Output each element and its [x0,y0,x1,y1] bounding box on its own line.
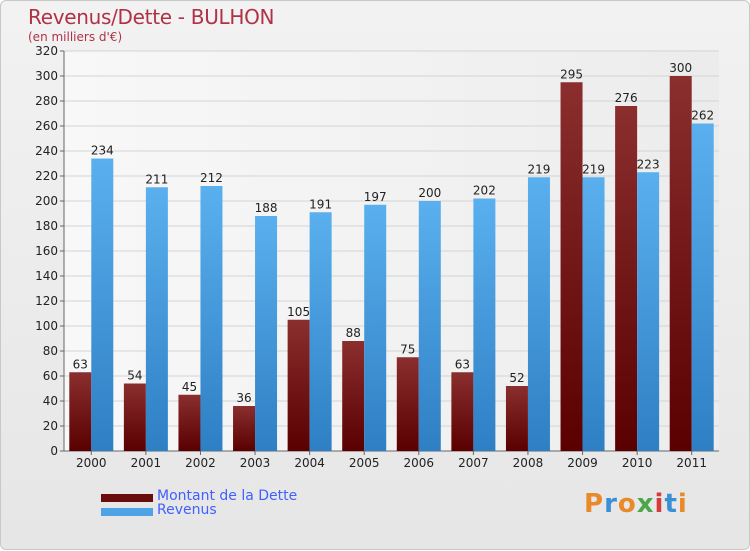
bar-revenue [582,177,605,451]
data-label-revenue: 223 [637,157,660,171]
legend-label-revenue: Revenus [157,502,217,518]
y-tick-label: 260 [35,119,58,133]
y-tick-label: 140 [35,269,58,283]
bar-revenue [364,204,387,451]
data-label-revenue: 197 [364,190,387,204]
data-label-revenue: 200 [418,186,441,200]
y-tick-label: 160 [35,244,58,258]
bar-debt [451,372,474,451]
x-tick-label: 2008 [513,456,544,470]
x-tick-label: 2000 [76,456,107,470]
logo-letter: r [604,489,618,519]
x-tick-label: 2003 [240,456,271,470]
x-tick-label: 2002 [185,456,216,470]
bar-debt [396,357,419,451]
bar-revenue [255,216,278,451]
data-label-debt: 63 [455,357,470,371]
logo-letter: x [636,489,655,519]
bar-debt [123,383,146,451]
bar-debt [669,76,692,451]
legend-swatch-revenue [101,508,153,516]
logo-letter: i [654,489,665,519]
data-label-debt: 105 [287,305,310,319]
bar-revenue [309,212,332,451]
bar-debt [342,341,365,451]
x-tick-label: 2010 [622,456,653,470]
x-tick-label: 2006 [404,456,435,470]
data-label-revenue: 212 [200,171,223,185]
y-tick-label: 0 [50,444,58,458]
y-tick-label: 120 [35,294,58,308]
bar-revenue [91,158,114,451]
data-label-revenue: 262 [691,109,714,123]
data-label-revenue: 219 [582,162,605,176]
data-label-revenue: 188 [255,201,278,215]
x-tick-label: 2007 [458,456,489,470]
y-tick-label: 80 [43,344,58,358]
bar-revenue [637,172,660,451]
data-label-revenue: 191 [309,197,332,211]
data-label-debt: 75 [400,342,415,356]
y-tick-label: 300 [35,69,58,83]
bar-debt [178,394,201,451]
y-tick-label: 20 [43,419,58,433]
bar-revenue [473,198,496,451]
bar-revenue [200,186,223,451]
data-label-revenue: 219 [528,162,551,176]
bar-debt [233,406,256,451]
x-tick-label: 2001 [131,456,162,470]
y-tick-label: 200 [35,194,58,208]
y-tick-label: 280 [35,94,58,108]
bar-revenue [527,177,550,451]
data-label-revenue: 211 [145,172,168,186]
logo-letter: P [584,489,605,519]
y-tick-label: 60 [43,369,58,383]
x-tick-label: 2009 [567,456,598,470]
y-tick-label: 180 [35,219,58,233]
data-label-debt: 276 [615,91,638,105]
y-tick-label: 320 [35,44,58,58]
legend-swatch-debt [101,494,153,502]
data-label-debt: 52 [509,371,524,385]
y-tick-label: 240 [35,144,58,158]
data-label-debt: 36 [236,391,251,405]
data-label-debt: 295 [560,67,583,81]
logo-letter: t [664,489,678,519]
x-tick-label: 2004 [294,456,325,470]
bar-debt [615,106,638,451]
bar-debt [505,386,528,451]
chart-title: Revenus/Dette - BULHON [28,5,275,29]
y-tick-label: 220 [35,169,58,183]
bar-debt [287,319,310,451]
x-tick-label: 2005 [349,456,380,470]
logo-letter: o [617,489,637,519]
data-label-debt: 45 [182,380,197,394]
legend-label-debt: Montant de la Dette [157,488,298,504]
logo-letter: i [677,489,688,519]
data-label-revenue: 234 [91,144,114,158]
data-label-revenue: 202 [473,184,496,198]
y-tick-label: 40 [43,394,58,408]
x-tick-label: 2011 [676,456,707,470]
bar-debt [69,372,92,451]
bar-revenue [145,187,168,451]
proxiti-logo: Proxiti [584,489,688,519]
bar-revenue [691,123,714,451]
chart-subtitle: (en milliers d'€) [28,30,123,44]
data-label-debt: 63 [73,357,88,371]
data-label-debt: 88 [346,326,361,340]
data-label-debt: 54 [127,369,142,383]
y-tick-label: 100 [35,319,58,333]
bar-revenue [418,201,441,451]
data-label-debt: 300 [669,61,692,75]
bar-debt [560,82,583,451]
